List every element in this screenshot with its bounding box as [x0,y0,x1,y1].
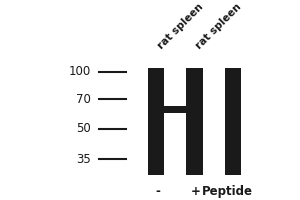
Text: 50: 50 [76,122,91,135]
Text: +: + [191,185,201,198]
Text: -: - [155,185,160,198]
Text: 100: 100 [68,65,91,78]
Text: rat spleen: rat spleen [194,2,243,51]
Text: 35: 35 [76,153,91,166]
Bar [148,68,164,175]
Text: 70: 70 [76,93,91,106]
Bar [148,106,203,113]
Bar [225,68,242,175]
Bar [186,68,203,175]
Text: Peptide: Peptide [202,185,253,198]
Text: rat spleen: rat spleen [156,2,206,51]
